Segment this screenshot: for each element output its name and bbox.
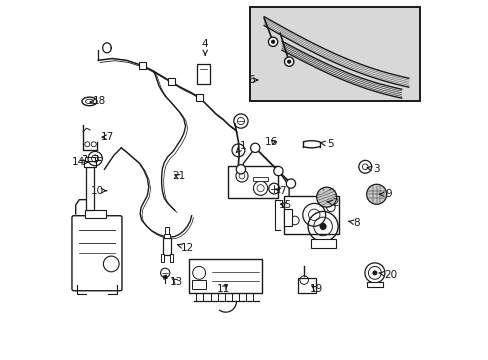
Text: 9: 9 [379,189,392,199]
Text: 10: 10 [91,186,106,196]
Circle shape [270,40,275,44]
Bar [167,78,175,85]
Text: 1: 1 [236,141,245,153]
Bar [253,177,267,181]
Text: 17: 17 [100,132,113,142]
Circle shape [319,223,326,230]
Text: 19: 19 [309,284,322,294]
Text: 2: 2 [326,198,338,208]
Bar [83,161,96,167]
Text: 12: 12 [177,243,194,253]
Circle shape [103,256,119,272]
Circle shape [372,270,377,275]
Circle shape [268,37,277,46]
Circle shape [285,179,295,188]
Bar [85,210,106,217]
Bar [228,166,278,198]
Text: 20: 20 [378,270,397,280]
Text: 14: 14 [72,157,88,167]
Bar [249,7,419,102]
Text: 3: 3 [366,164,379,174]
Bar [298,278,315,293]
Bar [366,282,382,287]
Bar [189,258,262,293]
Bar [283,209,291,226]
Circle shape [236,165,245,174]
Circle shape [316,187,336,207]
Bar [85,157,95,161]
Circle shape [273,166,283,176]
Bar [169,254,173,262]
Bar [163,238,171,255]
Circle shape [286,59,291,64]
Bar [196,94,203,102]
Text: 8: 8 [347,218,360,228]
Circle shape [250,143,259,153]
Text: 7: 7 [275,186,285,196]
Bar [139,62,146,69]
Bar [197,64,209,84]
Bar [310,239,335,248]
Circle shape [284,57,293,66]
Bar [165,227,168,234]
Bar [283,196,339,234]
Text: 15: 15 [278,200,292,210]
Text: 16: 16 [264,138,277,148]
Text: 21: 21 [171,171,184,181]
Bar [192,280,206,289]
FancyBboxPatch shape [72,216,122,291]
Text: 4: 4 [202,39,208,55]
Circle shape [366,184,386,204]
Text: 18: 18 [90,96,106,107]
Bar [160,254,164,262]
Text: 5: 5 [320,139,333,149]
Text: 6: 6 [248,75,258,85]
Bar [85,167,94,210]
Text: 11: 11 [216,284,229,294]
Text: 13: 13 [170,277,183,287]
Bar [164,234,169,238]
